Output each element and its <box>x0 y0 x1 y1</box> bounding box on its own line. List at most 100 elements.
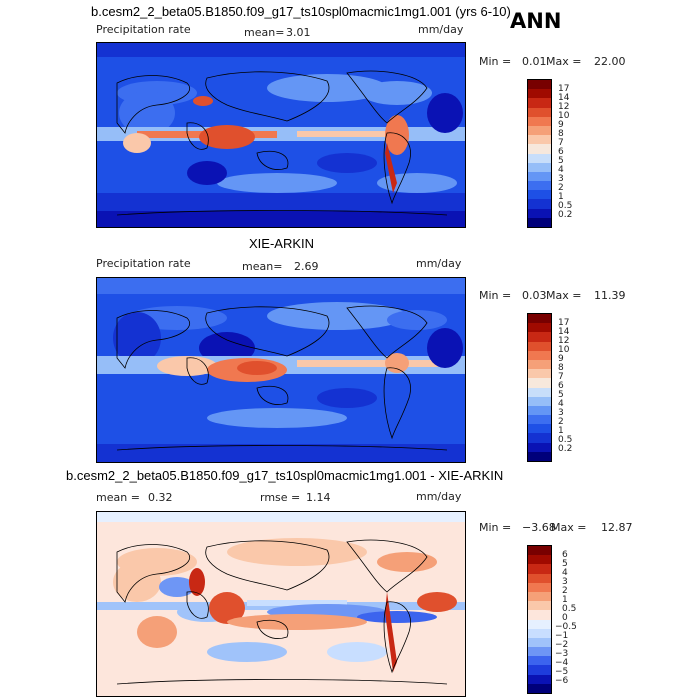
cbar-label: 5 <box>562 559 568 569</box>
colorbar-segment <box>528 153 551 163</box>
colorbar-segment <box>528 98 551 108</box>
max-value: 12.87 <box>601 521 633 534</box>
rmse-label: rmse = <box>260 491 301 504</box>
mean-value: 3.01 <box>286 26 311 39</box>
season-label: ANN <box>510 9 562 33</box>
max-label: Max = <box>546 55 582 68</box>
cbar-label: 0.2 <box>558 444 573 454</box>
cbar-label: 14 <box>558 93 570 103</box>
colorbar-segment <box>528 387 551 397</box>
cbar-label: 2 <box>558 417 564 427</box>
cbar-label: 0.5 <box>558 201 573 211</box>
cbar-label: 0.2 <box>558 210 573 220</box>
max-label: Max = <box>551 521 587 534</box>
colorbar-segment <box>528 582 551 592</box>
colorbar-segment <box>528 674 551 684</box>
cbar-label: 0.5 <box>558 435 573 445</box>
panel-title: b.cesm2_2_beta05.B1850.f09_g17_ts10spl0m… <box>66 468 504 483</box>
precip-diff-map <box>96 511 466 697</box>
mean-label: mean= <box>244 26 285 39</box>
cbar-label: 4 <box>558 165 564 175</box>
colorbar-segment <box>528 107 551 117</box>
colorbar-segment <box>528 217 551 227</box>
min-label: Min = <box>479 289 512 302</box>
colorbar-segment <box>528 144 551 154</box>
mean-value: 2.69 <box>294 260 319 273</box>
colorbar-segment <box>528 555 551 565</box>
cbar-label: 5 <box>558 156 564 166</box>
colorbar-segment <box>528 199 551 209</box>
cbar-label: 17 <box>558 318 570 328</box>
cbar-label: 6 <box>562 550 568 560</box>
units-label: mm/day <box>416 490 462 503</box>
colorbar-segment <box>528 314 551 324</box>
colorbar-segment <box>528 181 551 191</box>
colorbar-segment <box>528 665 551 675</box>
colorbar-segment <box>528 415 551 425</box>
cbar-label: 5 <box>558 390 564 400</box>
colorbar-segment <box>528 573 551 583</box>
cbar-label: 8 <box>558 129 564 139</box>
mean-label: mean= <box>242 260 283 273</box>
cbar-label: 12 <box>558 102 570 112</box>
colorbar-segment <box>528 323 551 333</box>
cbar-label: 7 <box>558 372 564 382</box>
min-value: −3.68 <box>522 521 556 534</box>
cbar-label: 9 <box>558 120 564 130</box>
cbar-label: 10 <box>558 345 570 355</box>
units-label: mm/day <box>416 257 462 270</box>
colorbar-segment <box>528 647 551 657</box>
min-label: Min = <box>479 521 512 534</box>
mean-value: 0.32 <box>148 491 173 504</box>
colorbar-segment <box>528 341 551 351</box>
variable-label: Precipitation rate <box>96 23 191 36</box>
cbar-label: 6 <box>558 381 564 391</box>
precip-map-obs <box>96 277 466 463</box>
cbar-label: −4 <box>555 658 569 668</box>
cbar-label: −5 <box>555 667 569 677</box>
cbar-label: −2 <box>555 640 569 650</box>
precip-map-model <box>96 42 466 228</box>
colorbar-segment <box>528 359 551 370</box>
colorbar-segment <box>528 601 551 611</box>
cbar-label: 1 <box>558 192 564 202</box>
colorbar-segment <box>528 350 551 360</box>
colorbar-segment <box>528 591 551 602</box>
colorbar-segment <box>528 190 551 200</box>
colorbar-segment <box>528 424 551 434</box>
colorbar-obs <box>527 313 552 462</box>
colorbar-segment <box>528 637 551 648</box>
colorbar-segment <box>528 442 551 452</box>
colorbar-segment <box>528 378 551 388</box>
cbar-label: 2 <box>558 183 564 193</box>
colorbar-segment <box>528 116 551 126</box>
colorbar-segment <box>528 546 551 556</box>
cbar-label: 6 <box>558 147 564 157</box>
cbar-label: 0 <box>562 613 568 623</box>
min-label: Min = <box>479 55 512 68</box>
colorbar-segment <box>528 628 551 638</box>
cbar-label: −3 <box>555 649 569 659</box>
units-label: mm/day <box>418 23 464 36</box>
cbar-label: 1 <box>558 426 564 436</box>
colorbar-segment <box>528 564 551 574</box>
cbar-label: 10 <box>558 111 570 121</box>
min-value: 0.03 <box>522 289 547 302</box>
colorbar-segment <box>528 396 551 406</box>
rmse-value: 1.14 <box>306 491 331 504</box>
cbar-label: 8 <box>558 363 564 373</box>
panel-title: XIE-ARKIN <box>249 236 315 251</box>
cbar-label: 14 <box>558 327 570 337</box>
cbar-label: 9 <box>558 354 564 364</box>
cbar-label: 3 <box>558 408 564 418</box>
colorbar-segment <box>528 332 551 342</box>
colorbar-segment <box>528 125 551 136</box>
max-value: 22.00 <box>594 55 626 68</box>
cbar-label: −1 <box>555 631 569 641</box>
cbar-label: 0.5 <box>562 604 577 614</box>
colorbar-diff <box>527 545 552 694</box>
colorbar-segment <box>528 208 551 218</box>
colorbar-segment <box>528 369 551 379</box>
max-value: 11.39 <box>594 289 626 302</box>
cbar-label: 7 <box>558 138 564 148</box>
